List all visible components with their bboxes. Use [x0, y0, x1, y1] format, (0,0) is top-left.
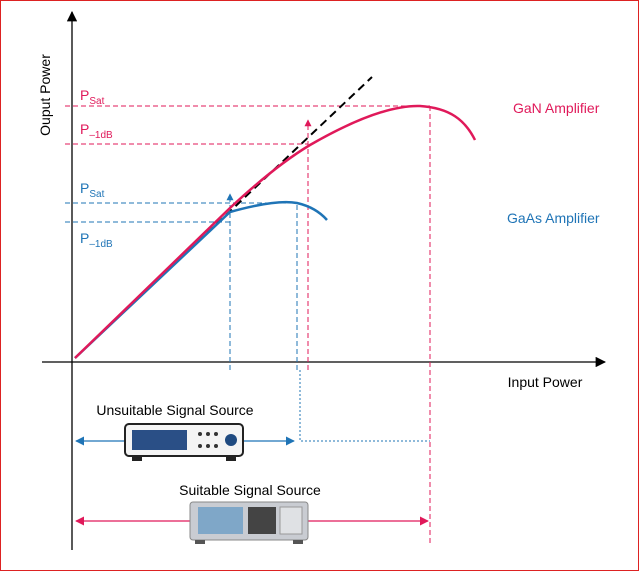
text-part: Sat: [89, 189, 104, 200]
instrument-icon: [189, 501, 309, 544]
y-label: Ouput Power: [37, 54, 53, 136]
source-label: Suitable Signal Source: [179, 482, 321, 498]
level-label: P–1dB: [80, 230, 113, 250]
text-part: P: [80, 180, 89, 196]
axes: [42, 10, 607, 550]
gan-curve: [74, 104, 477, 359]
text-part: –1dB: [89, 130, 113, 141]
x-label: Input Power: [508, 374, 583, 390]
text-part: –1dB: [89, 239, 113, 250]
level-label: PSat: [80, 180, 105, 200]
level-label: PSat: [80, 87, 105, 107]
gaas-curve: [74, 200, 328, 359]
level-label: P–1dB: [80, 121, 113, 141]
text-part: P: [80, 121, 89, 137]
instrument-icon: [124, 423, 244, 461]
curve-label: GaN Amplifier: [513, 100, 600, 116]
source-label: Unsuitable Signal Source: [96, 402, 253, 418]
text-part: Sat: [89, 96, 104, 107]
curve-label: GaAs Amplifier: [507, 210, 600, 226]
guides: [65, 105, 431, 545]
text-part: P: [80, 230, 89, 246]
text-part: P: [80, 87, 89, 103]
